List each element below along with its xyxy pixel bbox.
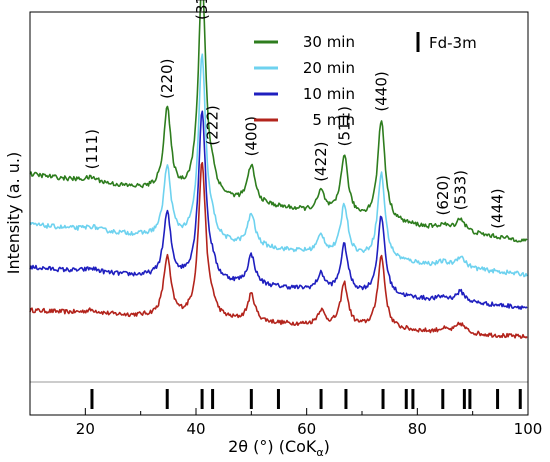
peak-label: (620) (434, 175, 452, 215)
peak-label: (311) (193, 0, 211, 20)
x-tick-label: 20 (76, 420, 95, 438)
x-tick-label: 100 (514, 420, 543, 438)
legend-label: 5 min (312, 111, 355, 129)
series-line-5-min (29, 161, 528, 339)
y-axis-title: Intensity (a. u.) (4, 152, 23, 274)
x-axis-title: 2θ (°) (CoKα) (228, 437, 330, 459)
peak-label: (440) (372, 71, 390, 111)
x-tick-label: 60 (297, 420, 316, 438)
peak-label: (220) (158, 59, 176, 99)
series-line-10-min (29, 110, 528, 310)
legend-label: 30 min (303, 33, 355, 51)
legend-label: 20 min (303, 59, 355, 77)
peak-labels: (111) (220) (311) (222) (400) (422) (511) (440)… (83, 0, 507, 229)
peak-label: (511) (335, 106, 353, 146)
peak-label: (111) (83, 129, 101, 169)
reference-legend: Fd-3m (416, 32, 477, 52)
legend: 30 min 20 min 10 min 5 min (254, 33, 355, 129)
x-tick-label: 40 (186, 420, 205, 438)
legend-label: 10 min (303, 85, 355, 103)
peak-label: (422) (312, 141, 330, 181)
peak-label: (400) (242, 116, 260, 156)
peak-label: (222) (204, 105, 222, 145)
reference-ticks (90, 389, 522, 409)
x-tick-label: 80 (408, 420, 427, 438)
series-layer (29, 0, 528, 339)
series-line-30-min (29, 0, 528, 243)
plot-frame (29, 11, 529, 416)
peak-label: (444) (489, 188, 507, 228)
reference-legend-label: Fd-3m (429, 34, 477, 52)
series-line-20-min (29, 53, 528, 278)
x-axis-ticks: 20 40 60 80 100 (29, 408, 543, 438)
peak-label: (533) (452, 170, 470, 210)
